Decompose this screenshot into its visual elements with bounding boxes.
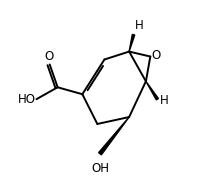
Text: OH: OH — [91, 162, 109, 175]
Text: O: O — [44, 50, 53, 63]
Text: H: H — [134, 19, 143, 32]
Text: O: O — [151, 49, 160, 62]
Polygon shape — [146, 81, 158, 100]
Text: HO: HO — [18, 93, 36, 106]
Polygon shape — [99, 117, 129, 155]
Polygon shape — [129, 34, 135, 52]
Text: H: H — [160, 95, 169, 108]
